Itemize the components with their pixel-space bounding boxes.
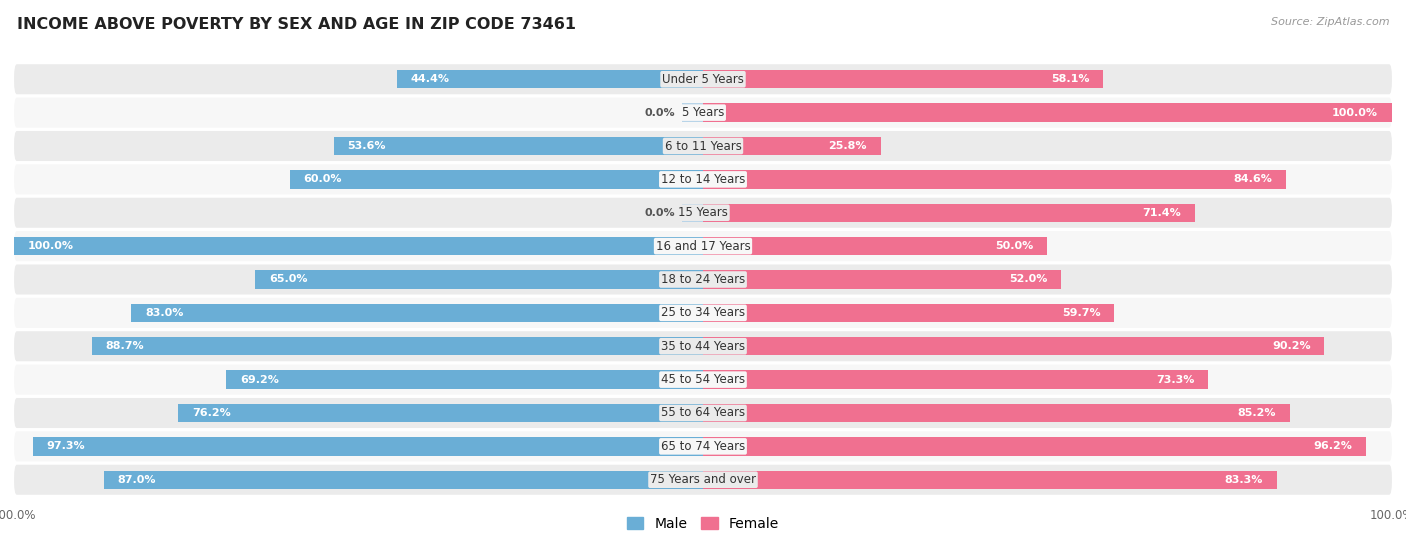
FancyBboxPatch shape bbox=[14, 131, 1392, 161]
Bar bbox=[703, 137, 880, 155]
Bar bbox=[91, 337, 703, 356]
Text: 59.7%: 59.7% bbox=[1062, 308, 1101, 318]
Bar bbox=[396, 70, 703, 88]
Text: 0.0%: 0.0% bbox=[645, 208, 675, 218]
Bar bbox=[290, 170, 703, 188]
Text: 90.2%: 90.2% bbox=[1272, 341, 1310, 351]
Text: 85.2%: 85.2% bbox=[1237, 408, 1277, 418]
Bar bbox=[131, 304, 703, 322]
Bar bbox=[703, 337, 1324, 356]
Bar bbox=[703, 103, 1392, 122]
FancyBboxPatch shape bbox=[14, 98, 1392, 127]
Bar bbox=[703, 70, 1104, 88]
Text: 12 to 14 Years: 12 to 14 Years bbox=[661, 173, 745, 186]
FancyBboxPatch shape bbox=[14, 264, 1392, 295]
Bar bbox=[703, 203, 1195, 222]
Legend: Male, Female: Male, Female bbox=[621, 511, 785, 537]
Text: 76.2%: 76.2% bbox=[191, 408, 231, 418]
FancyBboxPatch shape bbox=[14, 364, 1392, 395]
Text: 65.0%: 65.0% bbox=[269, 274, 308, 285]
Bar bbox=[703, 404, 1289, 422]
Text: Source: ZipAtlas.com: Source: ZipAtlas.com bbox=[1271, 17, 1389, 27]
Text: INCOME ABOVE POVERTY BY SEX AND AGE IN ZIP CODE 73461: INCOME ABOVE POVERTY BY SEX AND AGE IN Z… bbox=[17, 17, 576, 32]
FancyBboxPatch shape bbox=[14, 198, 1392, 228]
Text: 25 to 34 Years: 25 to 34 Years bbox=[661, 306, 745, 319]
Text: 87.0%: 87.0% bbox=[117, 475, 156, 485]
Bar bbox=[32, 437, 703, 456]
Text: 25.8%: 25.8% bbox=[828, 141, 868, 151]
Text: 55 to 64 Years: 55 to 64 Years bbox=[661, 406, 745, 419]
Bar bbox=[14, 237, 703, 255]
FancyBboxPatch shape bbox=[14, 231, 1392, 261]
Text: 16 and 17 Years: 16 and 17 Years bbox=[655, 240, 751, 253]
Text: 88.7%: 88.7% bbox=[105, 341, 145, 351]
Text: 58.1%: 58.1% bbox=[1052, 74, 1090, 84]
Text: 65 to 74 Years: 65 to 74 Years bbox=[661, 440, 745, 453]
FancyBboxPatch shape bbox=[14, 465, 1392, 495]
Bar bbox=[226, 371, 703, 389]
Bar bbox=[682, 103, 703, 122]
Bar bbox=[703, 304, 1115, 322]
Bar bbox=[703, 371, 1208, 389]
Bar bbox=[254, 271, 703, 288]
Text: 83.0%: 83.0% bbox=[145, 308, 183, 318]
Text: 0.0%: 0.0% bbox=[645, 108, 675, 117]
Text: 97.3%: 97.3% bbox=[46, 442, 86, 451]
Text: 83.3%: 83.3% bbox=[1225, 475, 1263, 485]
Bar bbox=[703, 237, 1047, 255]
FancyBboxPatch shape bbox=[14, 164, 1392, 195]
Text: 53.6%: 53.6% bbox=[347, 141, 387, 151]
Text: 84.6%: 84.6% bbox=[1233, 174, 1272, 184]
Text: 5 Years: 5 Years bbox=[682, 106, 724, 119]
Bar bbox=[703, 170, 1286, 188]
Text: 45 to 54 Years: 45 to 54 Years bbox=[661, 373, 745, 386]
Text: 44.4%: 44.4% bbox=[411, 74, 450, 84]
Text: 73.3%: 73.3% bbox=[1156, 375, 1194, 385]
Bar bbox=[179, 404, 703, 422]
Text: 52.0%: 52.0% bbox=[1010, 274, 1047, 285]
Bar bbox=[682, 203, 703, 222]
FancyBboxPatch shape bbox=[14, 398, 1392, 428]
Text: 100.0%: 100.0% bbox=[1331, 108, 1378, 117]
FancyBboxPatch shape bbox=[14, 298, 1392, 328]
Text: 35 to 44 Years: 35 to 44 Years bbox=[661, 340, 745, 353]
Bar bbox=[703, 471, 1277, 489]
Bar bbox=[703, 437, 1365, 456]
Text: 15 Years: 15 Years bbox=[678, 206, 728, 219]
Text: 100.0%: 100.0% bbox=[28, 241, 75, 251]
Text: 69.2%: 69.2% bbox=[240, 375, 278, 385]
Text: 75 Years and over: 75 Years and over bbox=[650, 473, 756, 486]
Bar bbox=[703, 271, 1062, 288]
Text: 71.4%: 71.4% bbox=[1142, 208, 1181, 218]
FancyBboxPatch shape bbox=[14, 432, 1392, 461]
Text: Under 5 Years: Under 5 Years bbox=[662, 73, 744, 86]
FancyBboxPatch shape bbox=[14, 64, 1392, 94]
FancyBboxPatch shape bbox=[14, 331, 1392, 361]
Text: 18 to 24 Years: 18 to 24 Years bbox=[661, 273, 745, 286]
Text: 96.2%: 96.2% bbox=[1313, 442, 1353, 451]
Bar bbox=[104, 471, 703, 489]
Bar bbox=[333, 137, 703, 155]
Text: 50.0%: 50.0% bbox=[995, 241, 1033, 251]
Text: 6 to 11 Years: 6 to 11 Years bbox=[665, 140, 741, 153]
Text: 60.0%: 60.0% bbox=[304, 174, 342, 184]
